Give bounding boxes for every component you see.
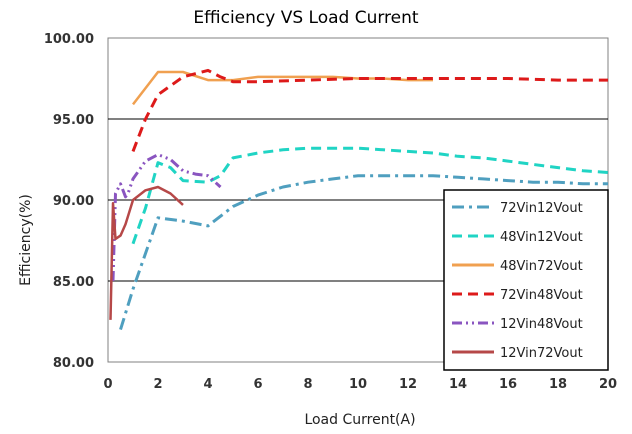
x-tick-label: 10 — [349, 377, 367, 392]
legend-label-4: 12Vin48Vout — [500, 317, 583, 332]
x-tick-label: 20 — [599, 377, 617, 392]
legend-label-2: 48Vin72Vout — [500, 259, 583, 274]
x-axis-ticks: 0 2 4 6 8 10 12 14 16 18 20 — [103, 377, 617, 392]
legend-label-3: 72Vin48Vout — [500, 288, 583, 303]
y-axis-label: Efficiency(%) — [18, 194, 34, 286]
x-tick-label: 2 — [153, 377, 162, 392]
x-tick-label: 12 — [399, 377, 417, 392]
y-tick-label: 85.00 — [53, 275, 94, 290]
series-line-3 — [131, 68, 608, 152]
y-tick-label: 95.00 — [53, 113, 94, 128]
series-line-0 — [119, 174, 608, 331]
x-tick-label: 4 — [203, 377, 212, 392]
y-tick-label: 80.00 — [53, 356, 94, 371]
series-line-1 — [131, 146, 609, 245]
chart-title: Efficiency VS Load Current — [193, 8, 418, 28]
series-line-4 — [111, 153, 222, 282]
y-tick-label: 100.00 — [44, 32, 94, 47]
legend-label-5: 12Vin72Vout — [500, 346, 583, 361]
legend-label-0: 72Vin12Vout — [500, 201, 583, 216]
y-axis-ticks: 80.00 85.00 90.00 95.00 100.00 — [44, 32, 94, 371]
y-tick-label: 90.00 — [53, 194, 94, 209]
x-tick-label: 16 — [499, 377, 517, 392]
legend: 72Vin12Vout 48Vin12Vout 48Vin72Vout 72Vin48… — [443, 189, 609, 371]
x-tick-label: 6 — [253, 377, 262, 392]
legend-box — [443, 189, 609, 371]
x-axis-label: Load Current(A) — [304, 412, 415, 428]
legend-label-1: 48Vin12Vout — [500, 230, 583, 245]
x-tick-label: 18 — [549, 377, 567, 392]
x-tick-label: 8 — [303, 377, 312, 392]
x-tick-label: 14 — [449, 377, 467, 392]
series-lines — [109, 68, 609, 331]
x-tick-label: 0 — [103, 377, 112, 392]
series-line-5 — [109, 185, 184, 320]
